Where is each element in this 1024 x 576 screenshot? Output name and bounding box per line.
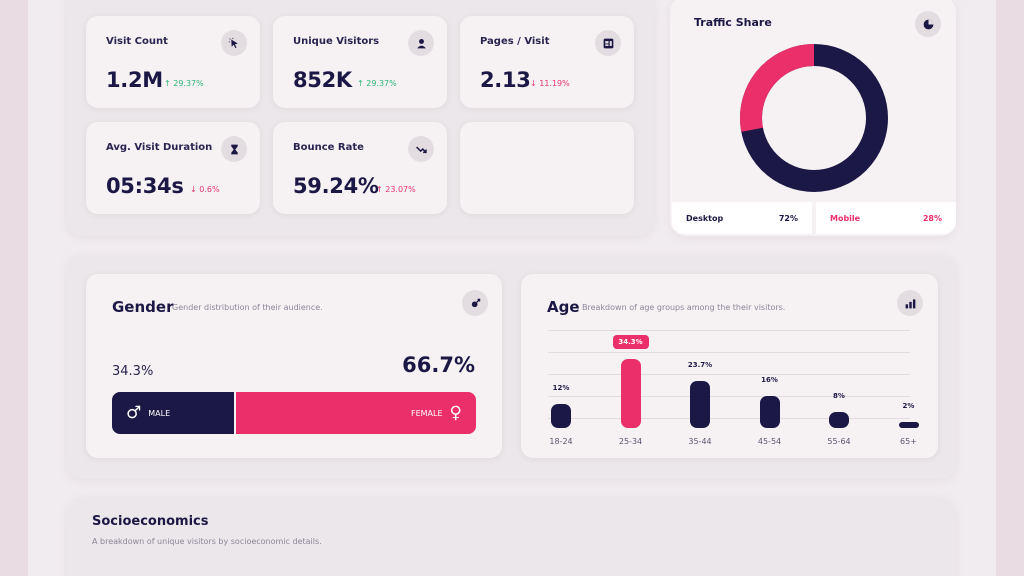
- age-bar-45-54[interactable]: [759, 396, 780, 428]
- socioeconomics-title: Socioeconomics: [92, 514, 209, 529]
- stat-card-bounce-rate[interactable]: Bounce Rate 59.24% ↑ 23.07%: [273, 122, 447, 214]
- traffic-donut: [740, 44, 888, 192]
- age-value-label: 23.7%: [687, 360, 713, 369]
- age-category-label: 55-64: [827, 437, 851, 446]
- gridline: [548, 374, 910, 375]
- stat-delta: ↑ 23.07%: [376, 185, 416, 194]
- traffic-share-card: [670, 0, 956, 236]
- age-bar-25-34[interactable]: [620, 359, 641, 428]
- cursor-click-icon[interactable]: [221, 30, 247, 56]
- gender-subtitle: Gender distribution of their audience.: [172, 303, 323, 312]
- male-label: MALE: [148, 408, 171, 418]
- donut-mobile-segment: [740, 44, 888, 192]
- gender-bar-female: FEMALE ♀: [235, 392, 476, 434]
- age-category-label: 35-44: [688, 437, 712, 446]
- stat-card-unique-visitors[interactable]: Unique Visitors 852K ↑ 29.37%: [273, 16, 447, 108]
- legend-desktop-value: 72%: [778, 213, 798, 223]
- stat-value: 1.2M: [106, 68, 163, 92]
- legend-mobile-value: 28%: [922, 213, 942, 223]
- age-value-label: 12%: [552, 384, 570, 392]
- age-bar-65+[interactable]: [898, 422, 919, 428]
- socioeconomics-subtitle: A breakdown of unique visitors by socioe…: [92, 537, 322, 546]
- stat-value: 05:34s: [106, 174, 184, 198]
- stat-label: Unique Visitors: [293, 36, 380, 47]
- stat-delta: ↓ 11.19%: [530, 79, 570, 88]
- stat-card-avg-visit-duration[interactable]: Avg. Visit Duration 05:34s ↓ 0.6%: [86, 122, 260, 214]
- age-value-label: 8%: [833, 392, 845, 400]
- bar-chart-icon[interactable]: [897, 290, 923, 316]
- gender-bar-male: ♂ MALE: [112, 392, 236, 434]
- gender-bar: ♂ MALE FEMALE ♀: [112, 392, 476, 434]
- age-category-label: 18-24: [549, 437, 573, 446]
- legend-mobile: Mobile 28%: [816, 202, 956, 234]
- female-label: FEMALE: [411, 408, 443, 418]
- age-value-label: 34.3%: [612, 335, 649, 350]
- female-percent: 66.7%: [402, 353, 475, 377]
- age-bar-35-44[interactable]: [690, 380, 710, 428]
- stat-delta: ↑ 29.37%: [357, 79, 397, 88]
- gender-icon[interactable]: [462, 290, 488, 316]
- stat-card-empty: [460, 122, 634, 214]
- age-category-label: 45-54: [757, 437, 782, 446]
- age-category-label: 65+: [900, 437, 917, 446]
- stat-value: 2.13: [480, 68, 531, 92]
- stat-card-visit-count[interactable]: Visit Count 1.2M ↑ 29.37%: [86, 16, 260, 108]
- age-category-label: 25-34: [618, 437, 643, 446]
- hourglass-icon[interactable]: [221, 136, 247, 162]
- gender-title: Gender: [112, 298, 174, 316]
- stat-delta: ↓ 0.6%: [190, 185, 220, 194]
- age-bar-55-64[interactable]: [829, 412, 849, 428]
- stat-label: Avg. Visit Duration: [106, 142, 213, 153]
- stat-label: Pages / Visit: [480, 36, 550, 47]
- gridline: [548, 330, 910, 331]
- gridline: [548, 396, 910, 397]
- traffic-share-title: Traffic Share: [694, 16, 772, 29]
- legend-desktop: Desktop 72%: [672, 202, 812, 234]
- gridline: [548, 352, 910, 353]
- gridline: [548, 418, 910, 419]
- age-title: Age: [547, 298, 580, 316]
- male-icon: ♂: [126, 402, 142, 423]
- legend-mobile-label: Mobile: [830, 213, 861, 223]
- stat-value: 852K: [293, 68, 352, 92]
- socioeconomics-panel: [66, 498, 956, 576]
- age-card: [521, 274, 938, 458]
- legend-desktop-label: Desktop: [686, 213, 724, 223]
- user-icon[interactable]: [408, 30, 434, 56]
- stat-label: Bounce Rate: [293, 142, 364, 153]
- pages-icon[interactable]: [595, 30, 621, 56]
- stat-card-pages-per-visit[interactable]: Pages / Visit 2.13 ↓ 11.19%: [460, 16, 634, 108]
- age-subtitle: Breakdown of age groups among the their …: [582, 303, 786, 312]
- trend-down-icon[interactable]: [408, 136, 434, 162]
- stat-delta: ↑ 29.37%: [164, 79, 204, 88]
- pie-chart-icon[interactable]: [915, 11, 941, 37]
- stat-value: 59.24%: [293, 174, 379, 198]
- male-percent: 34.3%: [112, 364, 154, 379]
- age-value-label: 16%: [761, 376, 778, 384]
- age-bar-18-24[interactable]: [551, 404, 571, 428]
- age-value-label: 2%: [902, 402, 915, 410]
- female-icon: ♀: [449, 402, 462, 423]
- stat-label: Visit Count: [106, 36, 168, 47]
